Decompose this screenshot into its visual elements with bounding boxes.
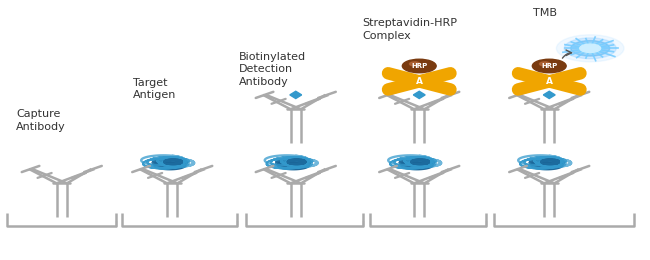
Text: A: A bbox=[546, 77, 552, 86]
Text: TMB: TMB bbox=[533, 8, 557, 18]
Polygon shape bbox=[290, 91, 302, 99]
Polygon shape bbox=[413, 91, 425, 99]
Text: HRP: HRP bbox=[411, 63, 428, 69]
Circle shape bbox=[580, 44, 601, 53]
Circle shape bbox=[571, 41, 610, 56]
Polygon shape bbox=[543, 91, 555, 99]
Text: HRP: HRP bbox=[541, 63, 558, 69]
Text: Target
Antigen: Target Antigen bbox=[133, 78, 177, 100]
Circle shape bbox=[577, 43, 603, 54]
Text: Biotinylated
Detection
Antibody: Biotinylated Detection Antibody bbox=[239, 52, 306, 87]
Circle shape bbox=[540, 62, 550, 66]
Circle shape bbox=[532, 59, 566, 73]
Circle shape bbox=[402, 59, 436, 73]
Text: A: A bbox=[416, 77, 422, 86]
Circle shape bbox=[556, 35, 624, 62]
Text: Capture
Antibody: Capture Antibody bbox=[16, 109, 66, 132]
Text: Streptavidin-HRP
Complex: Streptavidin-HRP Complex bbox=[363, 18, 458, 41]
Circle shape bbox=[410, 62, 420, 66]
Circle shape bbox=[564, 38, 616, 59]
